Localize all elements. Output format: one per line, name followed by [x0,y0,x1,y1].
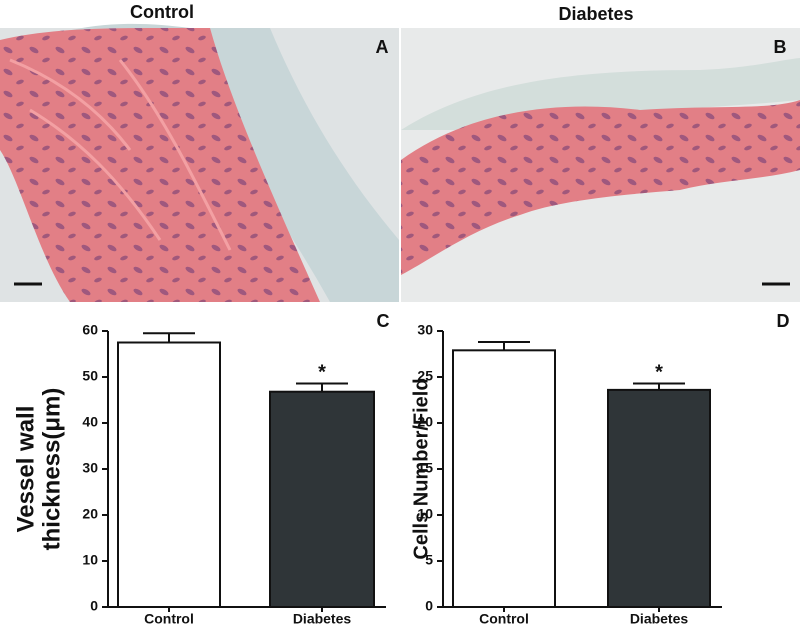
panel-label: A [376,37,389,57]
bar [452,349,556,608]
histology-image-b [401,28,800,302]
histology-image-a [0,23,399,302]
y-tick-label: 10 [82,552,98,568]
y-tick-label: 20 [82,506,98,522]
y-tick-label: 10 [417,506,433,522]
y-tick-label: 20 [417,414,433,430]
y-tick-label: 0 [425,598,433,614]
bar [607,388,711,608]
significance-mark: * [655,362,663,384]
bar [117,341,221,608]
panel-title: Diabetes [558,4,633,24]
y-axis-label: Vessel wall [12,406,39,533]
y-axis-label: thickness(μm) [38,388,65,551]
y-tick-label: 30 [417,322,433,338]
y-axis-label: Cells Number/Field [410,378,432,559]
x-tick-label: Control [144,611,194,627]
x-tick-label: Control [479,611,529,627]
y-tick-label: 25 [417,368,433,384]
x-tick-label: Diabetes [630,611,689,627]
panel-label: C [377,311,390,331]
panel-label: D [777,311,790,331]
y-tick-label: 0 [90,598,98,614]
y-tick-label: 30 [82,460,98,476]
bar [269,390,375,608]
y-tick-label: 50 [82,368,98,384]
y-tick-label: 40 [82,414,98,430]
y-tick-label: 5 [425,552,433,568]
panel-title: Control [130,2,194,22]
x-tick-label: Diabetes [293,611,352,627]
y-tick-label: 60 [82,322,98,338]
y-tick-label: 15 [417,460,433,476]
panel-label: B [774,37,787,57]
significance-mark: * [318,362,326,384]
